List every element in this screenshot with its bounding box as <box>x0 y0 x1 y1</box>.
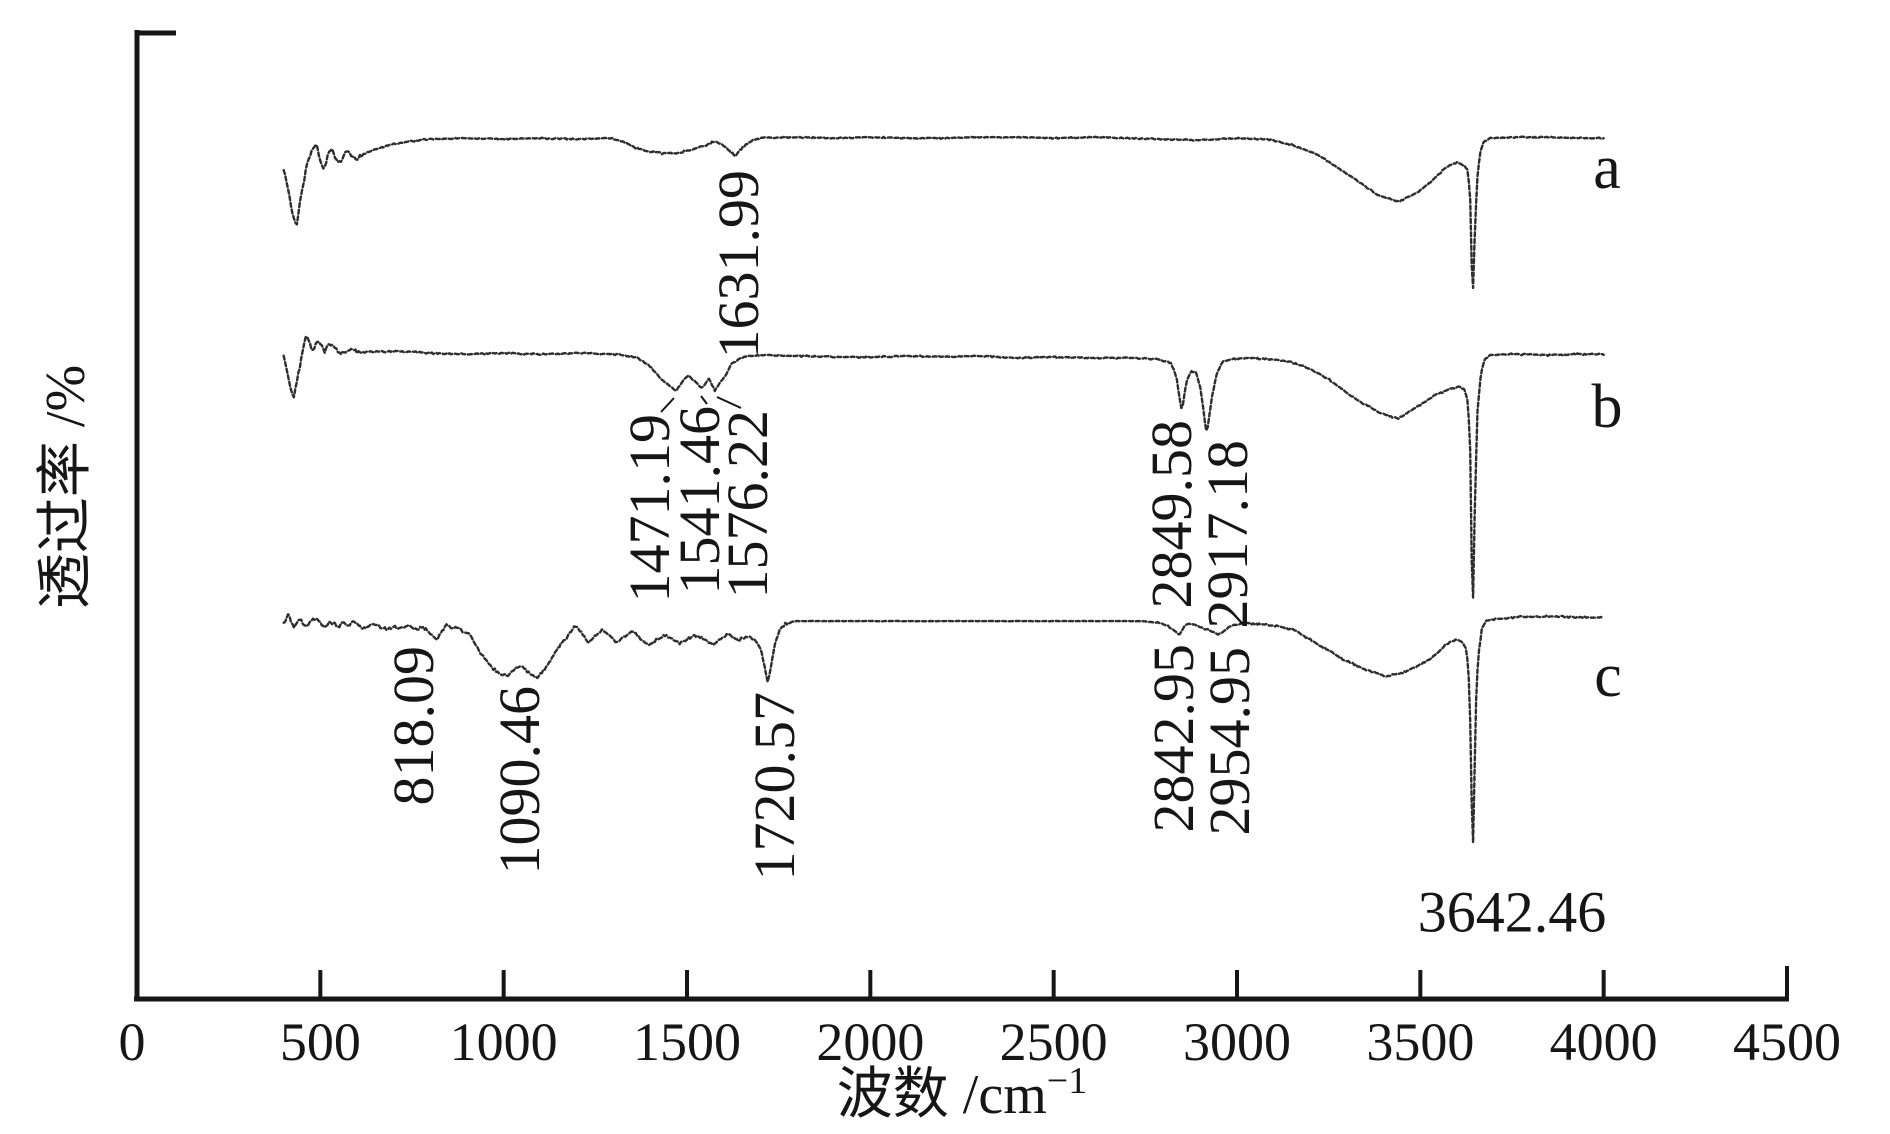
peak-label-rotated: 1720.57 <box>742 692 807 881</box>
peak-label-rotated: 1576.22 <box>715 410 780 599</box>
peak-label-rotated: 1471.19 <box>617 414 682 603</box>
curve-label-c: c <box>1594 642 1622 710</box>
x-tick-label: 1500 <box>633 1012 741 1072</box>
x-tick-label: 2500 <box>1000 1012 1108 1072</box>
peak-leader-line <box>716 396 742 409</box>
x-tick-label: 3000 <box>1183 1012 1291 1072</box>
peak-label-horizontal: 3642.46 <box>1418 880 1607 945</box>
curve-letter-labels: a b c <box>1592 134 1623 710</box>
peak-label-rotated: 2842.95 <box>1141 644 1206 833</box>
y-axis-title: 透过率 /% <box>35 365 97 609</box>
peak-label-rotated: 1631.99 <box>706 170 771 359</box>
x-tick-label: 500 <box>280 1012 361 1072</box>
spectrum-curve-b <box>282 335 1605 599</box>
peak-label-rotated: 2917.18 <box>1195 440 1260 629</box>
x-tick-label: 1000 <box>450 1012 558 1072</box>
peak-leader-line <box>660 397 675 413</box>
curve-label-b: b <box>1592 373 1623 441</box>
axes: 0 500 1000 1500 2000 2500 3000 3500 4000 4500 波数 /… <box>35 30 1841 1126</box>
spectrum-curve-c <box>282 613 1605 844</box>
peak-label-rotated: 1541.46 <box>667 406 732 595</box>
spectrum-curve-a <box>282 135 1605 290</box>
x-tick-label: 4500 <box>1733 1012 1841 1072</box>
peak-label-rotated: 1090.46 <box>487 686 552 875</box>
peak-label-rotated: 2849.58 <box>1139 420 1204 609</box>
peak-label-rotated: 2954.95 <box>1197 647 1262 836</box>
x-tick-label: 3500 <box>1366 1012 1474 1072</box>
peak-label-rotated: 818.09 <box>381 646 446 806</box>
x-axis-title: 波数 /cm−1 <box>837 1060 1087 1126</box>
spectra-curves <box>282 135 1605 844</box>
peak-leader-line <box>700 395 708 405</box>
x-tick-label: 2000 <box>816 1012 924 1072</box>
curve-label-a: a <box>1593 134 1621 202</box>
x-tick-label: 4000 <box>1550 1012 1658 1072</box>
x-tick-label: 0 <box>119 1012 146 1072</box>
